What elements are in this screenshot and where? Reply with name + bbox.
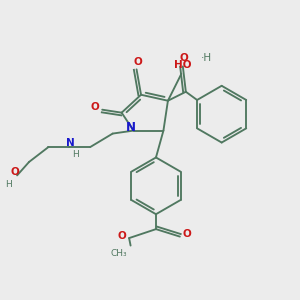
Text: O: O <box>90 102 99 112</box>
Text: H: H <box>5 180 11 189</box>
Text: CH₃: CH₃ <box>110 248 127 257</box>
Text: O: O <box>180 53 189 63</box>
Text: HO: HO <box>174 60 192 70</box>
Text: H: H <box>72 150 79 159</box>
Text: O: O <box>117 231 126 241</box>
Text: N: N <box>126 121 136 134</box>
Text: N: N <box>66 138 75 148</box>
Text: ·H: ·H <box>201 53 212 63</box>
Text: O: O <box>183 229 192 238</box>
Text: O: O <box>133 57 142 67</box>
Text: O: O <box>11 167 19 177</box>
